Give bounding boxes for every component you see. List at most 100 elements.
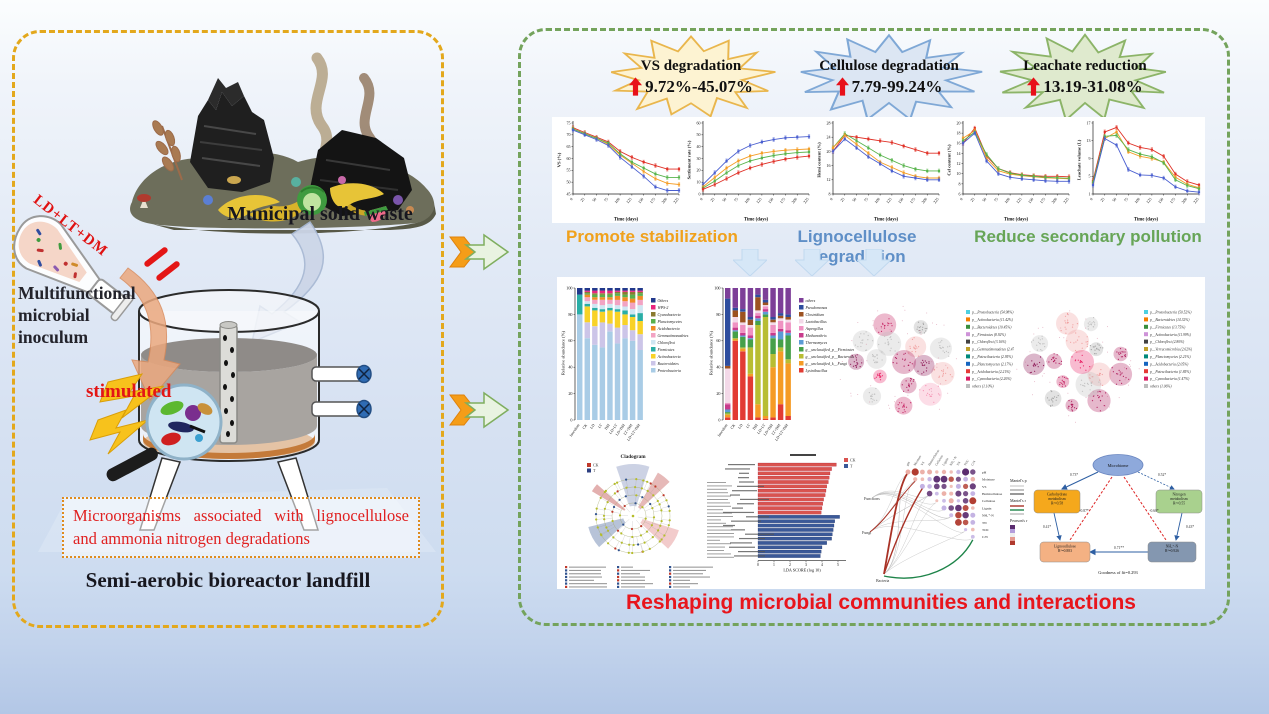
inoculum-label: Multifunctional microbial inoculum	[18, 283, 136, 347]
svg-text:200: 200	[1180, 197, 1188, 205]
up-arrow-icon	[629, 77, 643, 96]
svg-text:100: 100	[873, 197, 881, 205]
phylum-stacked-bar-chart: 0 20 40 60 80 100 Inoculum CK LD LT DM LD+LT LD+DM LT…	[560, 282, 706, 455]
pour-arrow-icon	[119, 267, 181, 401]
svg-text:50: 50	[1111, 197, 1117, 203]
svg-text:200: 200	[1050, 197, 1058, 205]
svg-text:150: 150	[1157, 197, 1165, 205]
svg-text:80: 80	[568, 312, 572, 317]
svg-text:100: 100	[743, 197, 751, 205]
svg-text:Time (days): Time (days)	[1004, 218, 1029, 223]
svg-text:DM: DM	[604, 423, 611, 431]
svg-text:C/N: C/N	[982, 535, 988, 539]
svg-text:p__Cyanobacteria (2.20%): p__Cyanobacteria (2.20%)	[971, 377, 1012, 381]
svg-text:5: 5	[1089, 174, 1091, 179]
garbage-bag	[190, 92, 274, 192]
svg-text:0: 0	[569, 197, 574, 202]
svg-text:Lignocellulose: Lignocellulose	[1054, 545, 1076, 549]
svg-text:150: 150	[1027, 197, 1035, 205]
svg-text:R²=0.55: R²=0.55	[1173, 502, 1185, 506]
svg-text:p__Proteobacteria (50.52%): p__Proteobacteria (50.52%)	[1149, 311, 1192, 315]
svg-text:175: 175	[1169, 197, 1177, 205]
svg-text:50: 50	[721, 197, 727, 203]
svg-text:Settlement rate (%): Settlement rate (%)	[687, 140, 692, 179]
svg-text:p__Firmicutes (13.75%): p__Firmicutes (13.75%)	[1149, 325, 1186, 329]
svg-text:metabolism: metabolism	[1170, 497, 1187, 501]
svg-text:20: 20	[697, 168, 701, 173]
svg-text:50: 50	[851, 197, 857, 203]
svg-text:8: 8	[829, 191, 831, 196]
down-arrow-icon	[733, 249, 767, 276]
svg-text:p__Patescibacteria (2.95%): p__Patescibacteria (2.95%)	[971, 355, 1013, 359]
svg-text:pH: pH	[905, 461, 911, 467]
svg-text:20: 20	[568, 391, 572, 396]
svg-text:p__Verrucomicrobia (2.62%): p__Verrucomicrobia (2.62%)	[1149, 348, 1192, 352]
svg-text:Cladogram: Cladogram	[620, 454, 646, 460]
badge-value: 7.79-99.24%	[851, 76, 943, 96]
svg-text:40: 40	[697, 144, 701, 149]
settlement-line-chart: 0 10 20 30 40 50 60 0 25 50 75 100 125 150 175 200 225 Se…	[686, 118, 812, 227]
svg-text:g__unclassified_k__Fungi: g__unclassified_k__Fungi	[806, 362, 847, 366]
svg-text:Nitrogen: Nitrogen	[1172, 493, 1185, 497]
svg-text:Microbiome: Microbiome	[1108, 463, 1129, 468]
lightning-icon	[99, 373, 165, 419]
svg-text:80: 80	[716, 312, 720, 317]
svg-text:45: 45	[567, 191, 571, 196]
svg-text:200: 200	[790, 197, 798, 205]
up-arrow-icon	[835, 77, 849, 96]
svg-text:0: 0	[757, 563, 759, 567]
svg-text:50: 50	[981, 197, 987, 203]
svg-text:p__Bacteroidetes (14.32%): p__Bacteroidetes (14.32%)	[1149, 318, 1190, 322]
svg-text:0: 0	[1089, 197, 1094, 202]
svg-text:20: 20	[827, 149, 831, 154]
svg-text:175: 175	[779, 197, 787, 205]
down-arrow-icon	[795, 249, 829, 276]
svg-text:1: 1	[773, 563, 775, 567]
svg-text:Cellulose: Cellulose	[982, 499, 996, 503]
svg-text:100: 100	[566, 285, 572, 290]
mechanism-note-text: Microorganisms associated with lignocell…	[73, 506, 409, 549]
svg-text:50: 50	[697, 132, 701, 137]
plant-sprig	[152, 120, 183, 181]
svg-text:others: others	[806, 299, 816, 303]
stimulated-label: stimulated	[86, 381, 172, 402]
benefit-pollution: Reduce secondary pollution	[974, 227, 1202, 246]
svg-text:9: 9	[1089, 156, 1091, 161]
svg-text:Time (days): Time (days)	[1134, 218, 1159, 223]
svg-text:CK: CK	[850, 458, 856, 463]
svg-text:200: 200	[660, 197, 668, 205]
svg-text:Moisture: Moisture	[913, 454, 923, 466]
svg-text:Leachate volume (L): Leachate volume (L)	[1077, 139, 1082, 180]
svg-text:Inoculum: Inoculum	[717, 423, 729, 437]
badge-value: 9.72%-45.07%	[645, 76, 753, 96]
svg-text:LT: LT	[597, 423, 603, 429]
svg-text:24: 24	[827, 135, 831, 140]
left-panel-title: Semi-aerobic bioreactor landfill	[85, 568, 371, 592]
badge-label: Cellulose degradation	[819, 57, 959, 74]
svg-text:TN: TN	[982, 521, 987, 525]
svg-text:4: 4	[821, 563, 823, 567]
svg-text:Mantel's p: Mantel's p	[1010, 478, 1027, 483]
svg-text:13: 13	[1087, 138, 1091, 143]
svg-text:Time (days): Time (days)	[744, 218, 769, 223]
svg-text:p__Planctomycetes (2.21%): p__Planctomycetes (2.21%)	[1149, 355, 1191, 359]
cellulose-degradation-badge: Cellulose degradation 7.79-99.24%	[793, 31, 985, 123]
flow-arrow-icon	[449, 233, 510, 271]
svg-text:100: 100	[613, 197, 621, 205]
svg-text:Functions: Functions	[864, 496, 880, 501]
svg-text:0: 0	[718, 417, 720, 422]
svg-text:pH: pH	[982, 470, 987, 474]
svg-text:CK: CK	[730, 423, 736, 430]
left-panel-landfill	[12, 30, 444, 628]
svg-text:Proteobacteria: Proteobacteria	[657, 369, 681, 373]
svg-text:20: 20	[716, 391, 720, 396]
svg-text:225: 225	[1062, 197, 1070, 205]
svg-text:p__Acidobacteria (2.21%): p__Acidobacteria (2.21%)	[971, 370, 1011, 374]
svg-text:75: 75	[1123, 197, 1129, 203]
flow-arrow-icon	[449, 391, 510, 429]
svg-text:17: 17	[1087, 120, 1091, 125]
vs-degradation-badge: VS degradation 9.72%-45.07%	[602, 33, 780, 121]
starburst-icon	[800, 33, 983, 122]
svg-text:Moisture: Moisture	[982, 478, 995, 482]
municipal-solid-waste-label: Municipal solid waste	[227, 203, 413, 225]
